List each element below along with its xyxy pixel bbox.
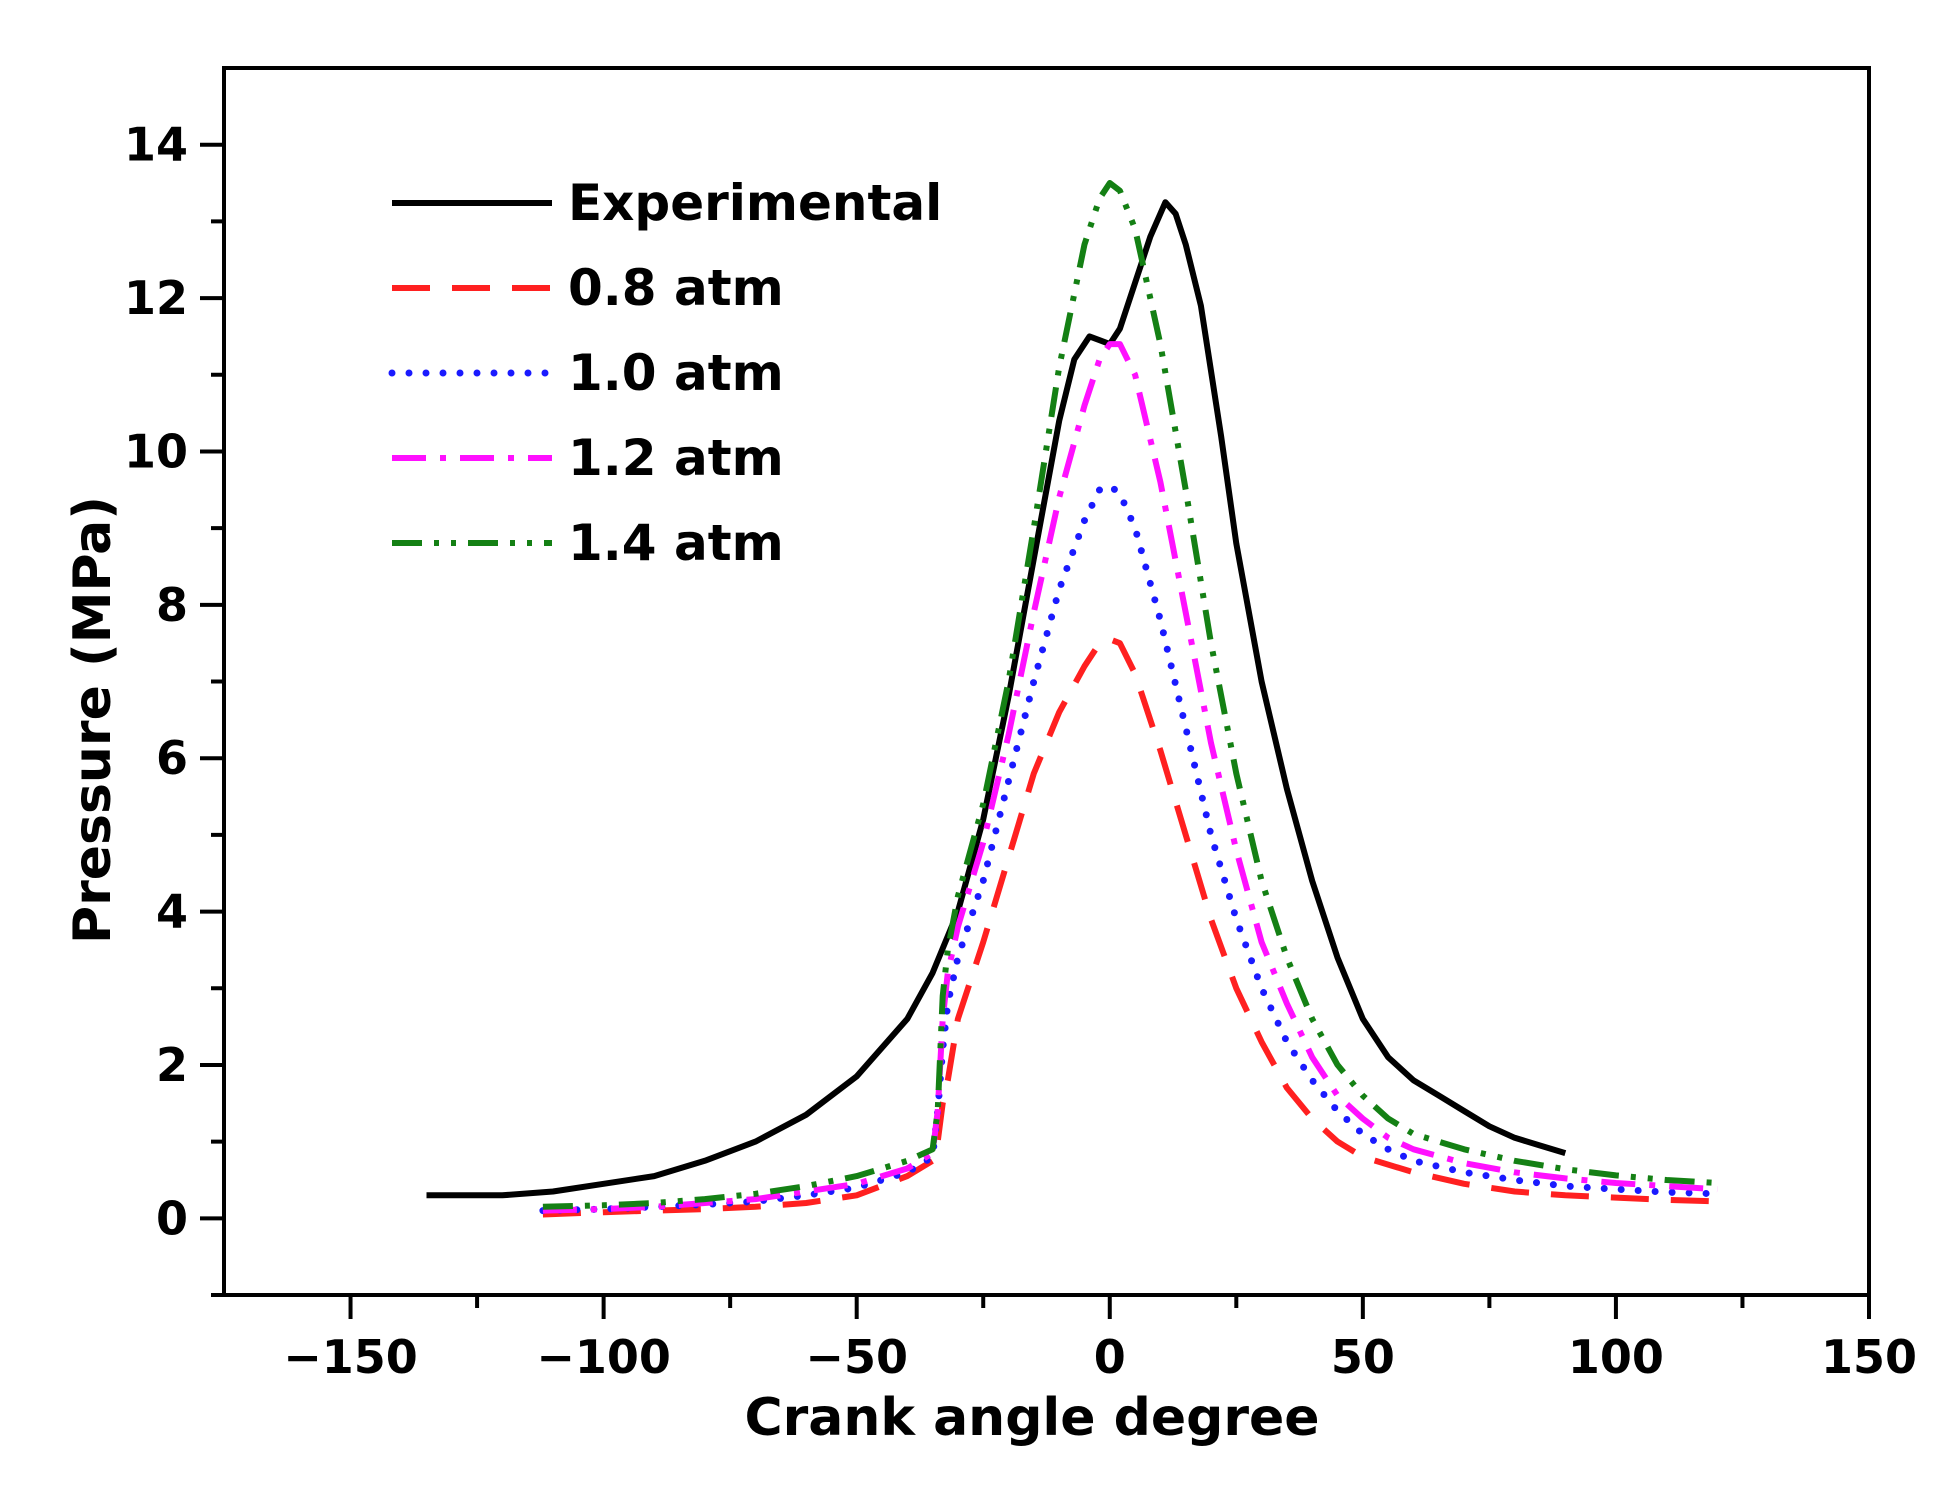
x-tick-label: 100 <box>1568 1330 1664 1384</box>
y-axis-ticks: 0 2 4 6 8 10 12 14 <box>124 118 224 1297</box>
x-tick-label: 0 <box>1094 1330 1126 1384</box>
y-axis-title: Pressure (MPa) <box>63 496 123 944</box>
y-tick-label: 2 <box>156 1038 188 1092</box>
series-line-4 <box>542 180 1718 1210</box>
x-tick-label: −50 <box>805 1330 908 1384</box>
y-tick-label: 10 <box>124 424 188 478</box>
series-line-1 <box>542 636 1718 1218</box>
series-line-0 <box>426 199 1567 1199</box>
x-tick-label: −150 <box>283 1330 418 1384</box>
y-tick-label: 14 <box>124 118 188 172</box>
legend-label-3: 1.2 atm <box>568 429 784 487</box>
legend: Experimental 0.8 atm 1.0 atm 1.2 atm 1.4 atm <box>388 174 942 572</box>
x-tick-label: −100 <box>536 1330 671 1384</box>
legend-label-2: 1.0 atm <box>568 344 784 402</box>
y-tick-label: 6 <box>156 731 188 785</box>
y-tick-label: 4 <box>156 885 188 939</box>
y-tick-label: 8 <box>156 578 188 632</box>
legend-label-4: 1.4 atm <box>568 514 784 572</box>
x-tick-label: 150 <box>1821 1330 1917 1384</box>
legend-label-1: 0.8 atm <box>568 259 784 317</box>
x-tick-label: 50 <box>1331 1330 1395 1384</box>
y-tick-label: 0 <box>156 1191 188 1245</box>
x-axis-ticks: −150 −100 −50 0 50 100 150 <box>283 1295 1917 1384</box>
x-axis-title: Crank angle degree <box>744 1388 1319 1448</box>
y-tick-label: 12 <box>124 271 188 325</box>
legend-label-0: Experimental <box>568 174 942 232</box>
series-line-2 <box>539 482 1721 1215</box>
series-line-3 <box>542 341 1718 1214</box>
series-layer <box>426 180 1721 1218</box>
